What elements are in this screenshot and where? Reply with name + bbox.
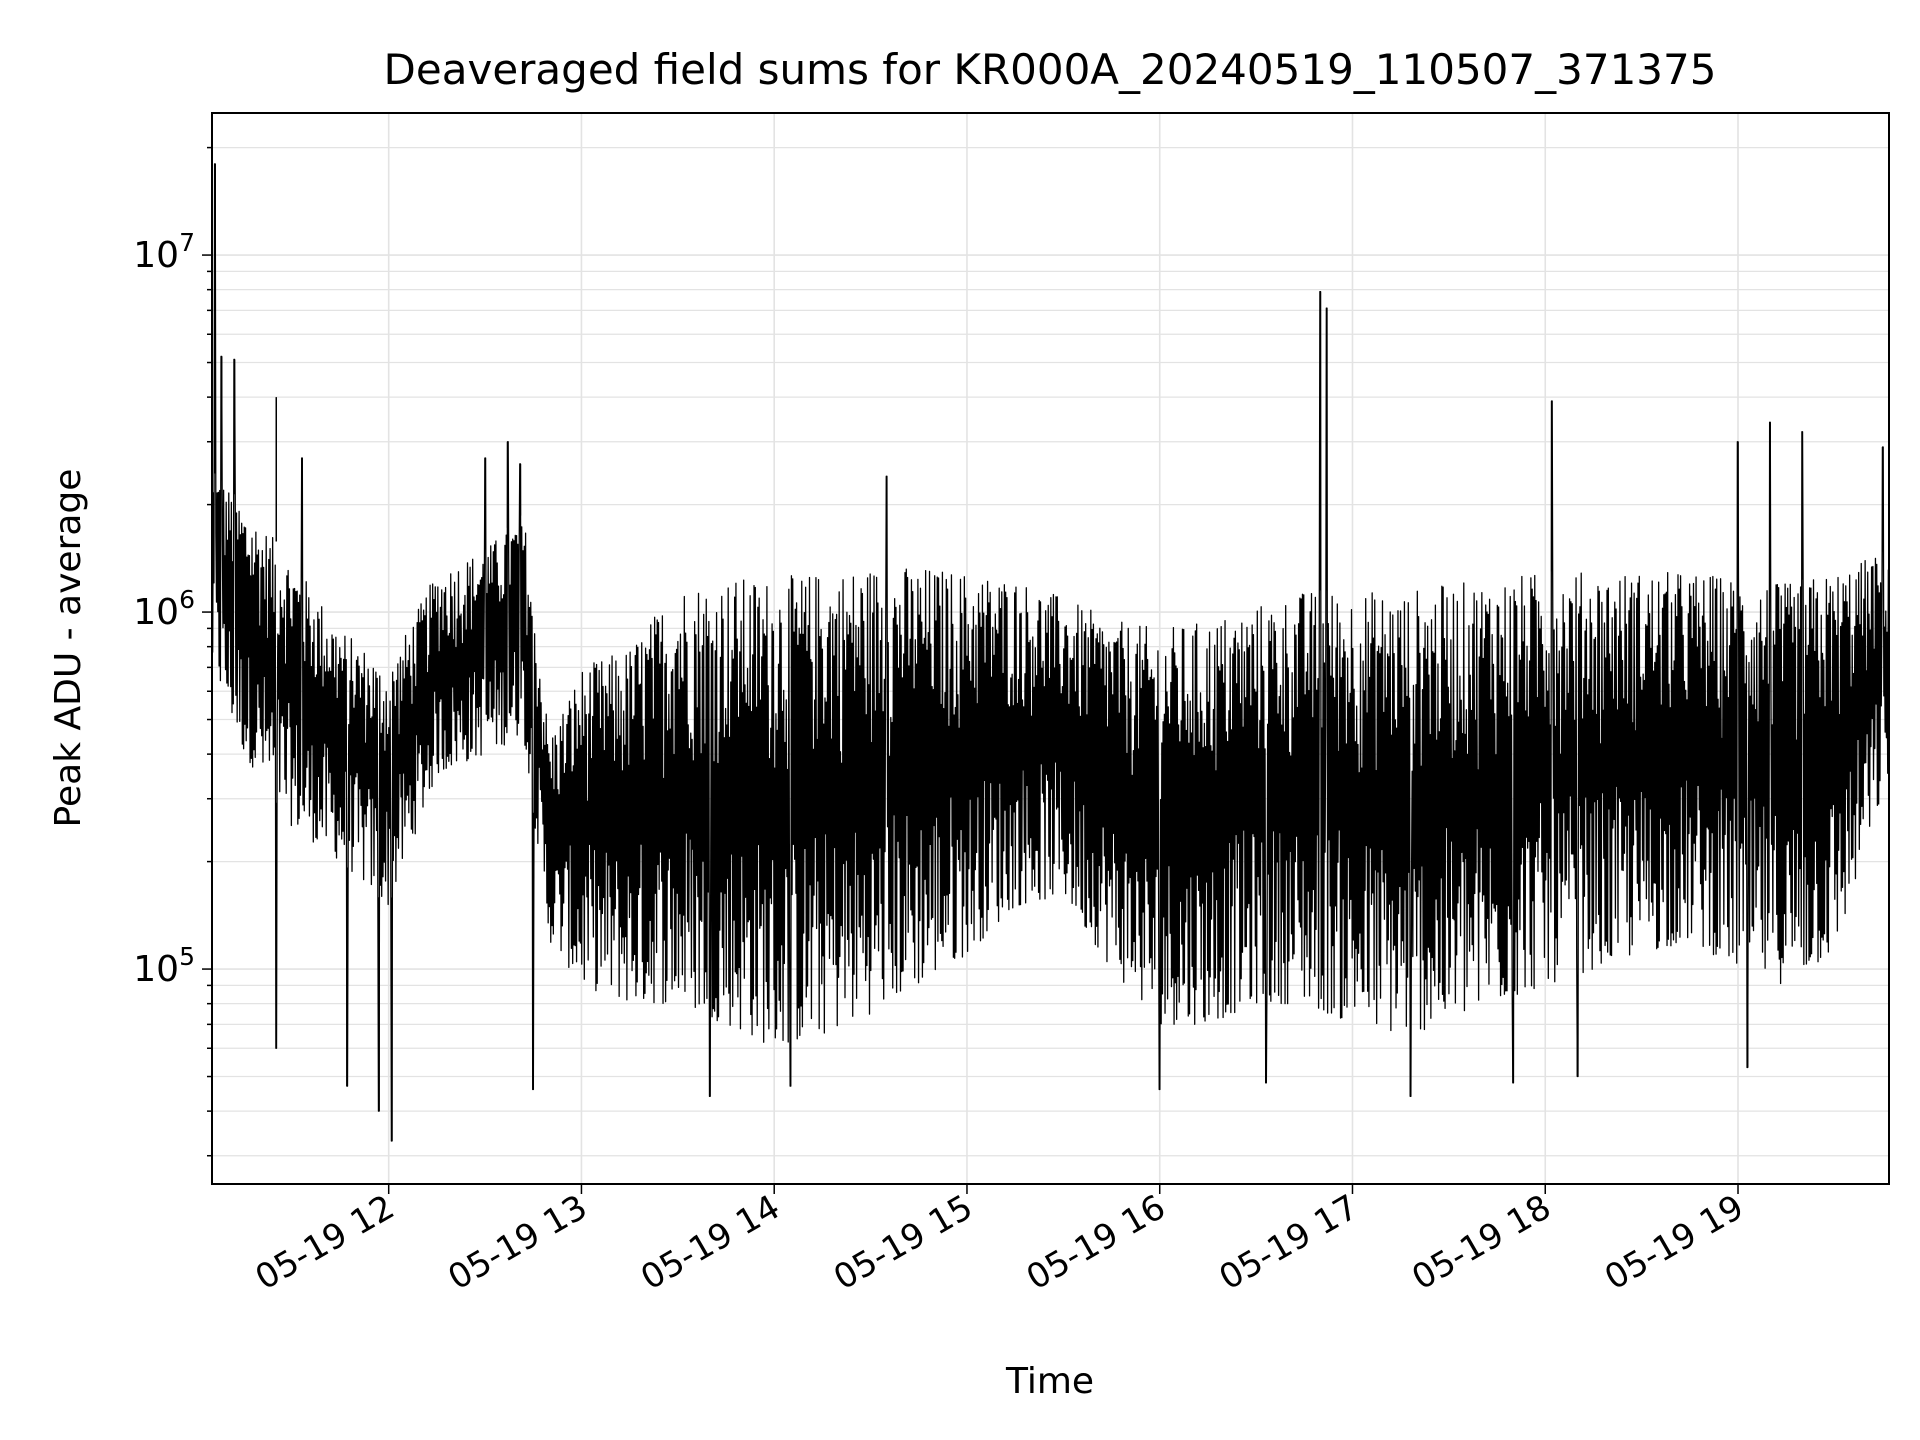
y-tick-exponent: 5 bbox=[179, 942, 195, 971]
y-tick-exponent: 6 bbox=[179, 585, 195, 614]
series-line-group bbox=[211, 163, 1890, 1142]
chart-title: Deaveraged field sums for KR000A_2024051… bbox=[384, 45, 1717, 94]
y-tick-base: 10 bbox=[133, 949, 179, 990]
plot-frame bbox=[211, 112, 1890, 1185]
y-tick-base: 10 bbox=[133, 592, 179, 633]
y-tick-label: 107 bbox=[133, 228, 195, 276]
series-line bbox=[211, 163, 1890, 1142]
y-tick-base: 10 bbox=[133, 235, 179, 276]
y-tick-label: 106 bbox=[133, 585, 195, 633]
y-axis-label: Peak ADU - average bbox=[48, 469, 89, 828]
y-tick-label: 105 bbox=[133, 942, 195, 990]
y-tick-exponent: 7 bbox=[179, 228, 195, 257]
x-axis-label: Time bbox=[1005, 1361, 1094, 1402]
